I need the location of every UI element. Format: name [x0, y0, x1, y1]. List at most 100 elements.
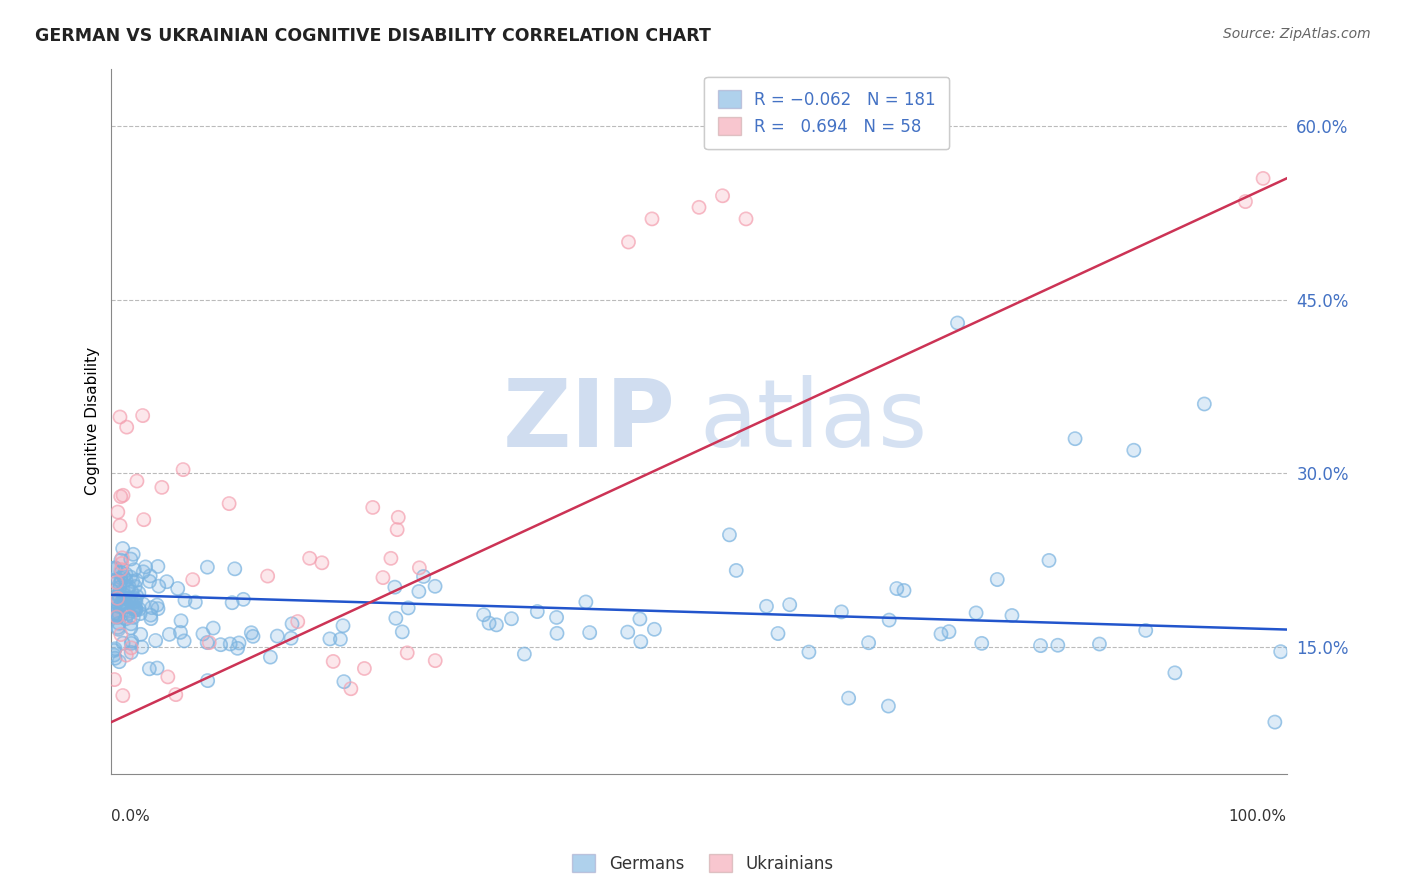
Point [198, 635, 221, 649]
Point [105, 607, 128, 622]
Point [141, 600, 163, 615]
Point [110, 627, 132, 641]
Point [526, 605, 548, 619]
Point [124, 579, 146, 593]
Point [111, 557, 134, 571]
Point [110, 553, 132, 567]
Point [104, 591, 127, 606]
Point [115, 648, 138, 662]
Text: ZIP: ZIP [502, 376, 675, 467]
Point [107, 620, 129, 634]
Point [396, 646, 419, 660]
Point [1194, 397, 1216, 411]
Point [114, 603, 136, 617]
Point [172, 462, 194, 476]
Point [128, 586, 150, 600]
Point [423, 579, 446, 593]
Point [101, 561, 124, 575]
Point [228, 636, 250, 650]
Point [105, 595, 128, 609]
Point [120, 621, 142, 635]
Point [105, 607, 128, 622]
Point [120, 570, 142, 584]
Point [797, 645, 820, 659]
Point [281, 616, 304, 631]
Point [157, 627, 180, 641]
Point [118, 580, 141, 594]
Point [630, 634, 652, 648]
Point [110, 598, 132, 612]
Point [108, 599, 131, 614]
Point [139, 569, 162, 583]
Point [353, 661, 375, 675]
Point [1164, 665, 1187, 680]
Point [298, 551, 321, 566]
Point [145, 633, 167, 648]
Point [115, 420, 138, 434]
Point [165, 688, 187, 702]
Point [198, 635, 221, 649]
Point [112, 587, 135, 601]
Point [146, 661, 169, 675]
Point [103, 607, 125, 622]
Point [145, 633, 167, 648]
Point [128, 602, 150, 616]
Point [361, 500, 384, 515]
Point [830, 605, 852, 619]
Point [115, 573, 138, 587]
Point [124, 600, 146, 615]
Point [1251, 171, 1274, 186]
Point [124, 600, 146, 615]
Point [929, 627, 952, 641]
Point [688, 200, 710, 214]
Point [150, 480, 173, 494]
Point [107, 608, 129, 623]
Point [108, 607, 131, 621]
Point [120, 552, 142, 566]
Point [132, 513, 155, 527]
Point [111, 541, 134, 556]
Point [371, 570, 394, 584]
Point [169, 625, 191, 640]
Point [766, 626, 789, 640]
Point [371, 570, 394, 584]
Point [965, 606, 987, 620]
Point [139, 608, 162, 623]
Point [117, 591, 139, 606]
Point [172, 462, 194, 476]
Point [120, 621, 142, 635]
Point [125, 474, 148, 488]
Point [132, 597, 155, 611]
Point [120, 640, 142, 655]
Point [1029, 639, 1052, 653]
Point [396, 601, 419, 615]
Point [311, 556, 333, 570]
Point [108, 607, 131, 621]
Point [112, 588, 135, 602]
Point [146, 559, 169, 574]
Point [125, 474, 148, 488]
Point [725, 564, 748, 578]
Point [125, 603, 148, 617]
Point [281, 616, 304, 631]
Point [886, 582, 908, 596]
Point [1194, 397, 1216, 411]
Point [157, 627, 180, 641]
Point [280, 632, 302, 646]
Point [219, 637, 242, 651]
Point [104, 591, 127, 606]
Point [472, 607, 495, 622]
Point [197, 673, 219, 688]
Point [1164, 665, 1187, 680]
Point [124, 602, 146, 616]
Point [1038, 553, 1060, 567]
Point [117, 591, 139, 606]
Point [718, 528, 741, 542]
Point [103, 648, 125, 662]
Point [107, 505, 129, 519]
Point [110, 562, 132, 576]
Point [165, 688, 187, 702]
Point [110, 571, 132, 585]
Point [120, 616, 142, 631]
Point [146, 598, 169, 612]
